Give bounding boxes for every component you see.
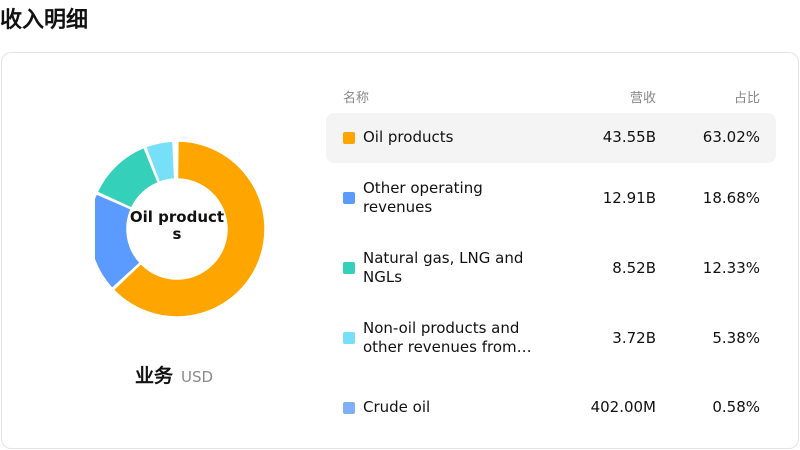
row-name: Natural gas, LNG and NGLs	[363, 249, 524, 286]
donut-slice[interactable]	[95, 192, 142, 290]
table-row[interactable]: Crude oil 402.00M 0.58%	[326, 373, 776, 443]
row-name: Crude oil	[363, 398, 431, 416]
donut-slice[interactable]	[96, 146, 160, 210]
donut-slice[interactable]	[144, 140, 176, 184]
row-revenue: 12.91B	[602, 189, 656, 207]
row-name: Oil products	[363, 128, 454, 146]
row-share: 0.58%	[712, 398, 760, 416]
donut-slice[interactable]	[112, 140, 265, 317]
revenue-card: Oil products 业务 USD 名称 营收 占比 Oil product…	[1, 52, 799, 449]
table-row[interactable]: Non-oil products and other revenues from…	[326, 303, 776, 373]
donut-slice[interactable]	[173, 140, 178, 180]
row-revenue: 3.72B	[612, 329, 656, 347]
row-revenue: 8.52B	[612, 259, 656, 277]
donut-chart	[95, 139, 265, 317]
legend-swatch	[343, 332, 355, 344]
row-name: Non-oil products and other revenues from…	[363, 319, 532, 356]
caption-title: 业务	[135, 365, 174, 387]
header-name: 名称	[343, 91, 370, 106]
caption-unit: USD	[181, 368, 214, 386]
legend-swatch	[343, 192, 355, 204]
row-revenue: 43.55B	[602, 128, 656, 146]
table-row[interactable]: Natural gas, LNG and NGLs 8.52B 12.33%	[326, 233, 776, 303]
legend-swatch	[343, 262, 355, 274]
table-row[interactable]: Other operating revenues 12.91B 18.68%	[326, 163, 776, 233]
row-share: 18.68%	[702, 189, 760, 207]
chart-caption: 业务 USD	[135, 361, 213, 388]
revenue-table: Oil products 43.55B 63.02% Other operati…	[326, 113, 776, 443]
header-share: 占比	[733, 91, 760, 106]
row-name: Other operating revenues	[363, 179, 483, 216]
page-title: 收入明细	[0, 8, 89, 33]
table-row[interactable]: Oil products 43.55B 63.02%	[326, 113, 776, 163]
row-share: 5.38%	[712, 329, 760, 347]
row-share: 63.02%	[702, 128, 760, 146]
legend-swatch	[343, 402, 355, 414]
row-share: 12.33%	[702, 259, 760, 277]
legend-swatch	[343, 132, 355, 144]
row-revenue: 402.00M	[590, 398, 656, 416]
table-header: 名称 营收 占比	[326, 87, 776, 107]
header-revenue: 营收	[629, 91, 656, 106]
donut-center-label: Oil products	[129, 208, 225, 243]
